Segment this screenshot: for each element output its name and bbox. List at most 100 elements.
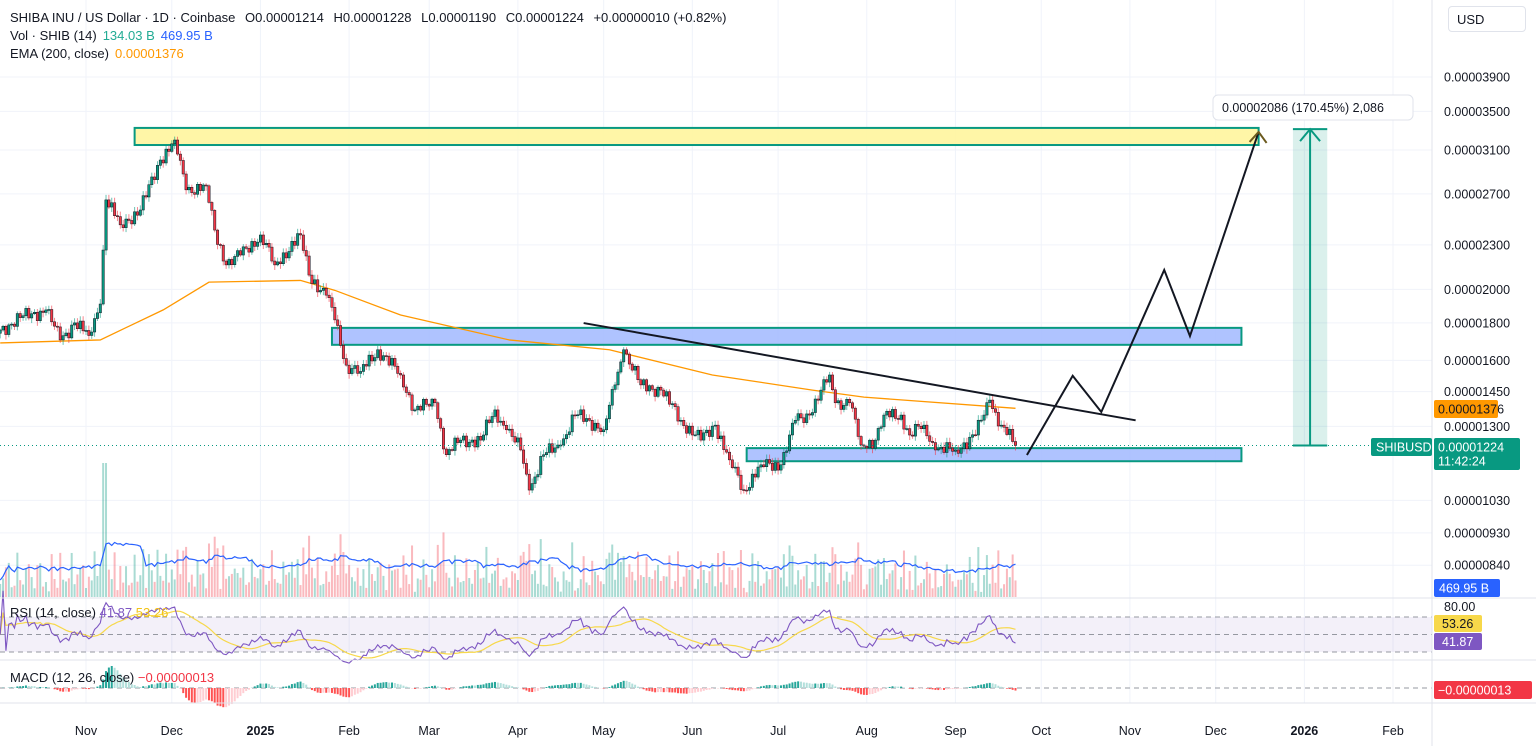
candle-body	[579, 409, 583, 415]
macd-histogram-bar	[665, 688, 668, 692]
macd-histogram-bar	[53, 688, 56, 690]
volume-bar	[325, 571, 328, 597]
macd-histogram-bar	[145, 686, 148, 688]
macd-histogram-bar	[943, 688, 945, 690]
volume-pane	[0, 463, 1017, 597]
candle-body	[244, 246, 248, 249]
macd-histogram-bar	[757, 687, 760, 688]
volume-bar	[44, 582, 47, 597]
volume-bar	[353, 581, 356, 597]
volume-bar	[193, 586, 196, 597]
rsi-legend[interactable]: RSI (14, close) 41.87 53.26	[10, 605, 168, 620]
volume-bar	[719, 582, 722, 597]
macd-histogram-bar	[10, 687, 13, 688]
macd-histogram-bar	[116, 670, 119, 688]
volume-bar	[571, 542, 574, 597]
macd-histogram-bar	[313, 688, 316, 692]
volume-bar	[945, 564, 948, 597]
macd-legend[interactable]: MACD (12, 26, close) −0.00000013	[10, 670, 214, 685]
volume-bar	[948, 573, 951, 597]
macd-histogram-bar	[997, 685, 1000, 688]
volume-bar	[42, 586, 45, 597]
volume-bar	[285, 574, 288, 597]
candle-body	[190, 186, 194, 193]
volume-bar	[159, 575, 162, 597]
macd-histogram-bar	[677, 688, 680, 694]
macd-histogram-bar	[199, 688, 202, 703]
candle-body	[522, 449, 526, 464]
macd-histogram-bar	[748, 688, 751, 691]
currency-button[interactable]: USD	[1448, 6, 1526, 32]
volume-bar	[330, 565, 333, 597]
macd-histogram-bar	[634, 684, 637, 688]
macd-histogram-bar	[662, 688, 665, 693]
candle-body	[267, 243, 271, 248]
volume-bar	[594, 571, 597, 597]
price-axis-label: 0.00000840	[1444, 559, 1510, 573]
candle-body	[516, 437, 520, 443]
candle-body	[127, 218, 131, 221]
volume-bar	[674, 581, 677, 597]
volume-bar	[262, 564, 265, 597]
macd-histogram-bar	[436, 686, 439, 688]
volume-bar	[1005, 568, 1008, 597]
macd-histogram-bar	[310, 688, 313, 691]
volume-bar	[10, 587, 13, 597]
candle-body	[871, 439, 874, 449]
volume-bar	[531, 574, 534, 597]
volume-ma-tag	[1434, 579, 1500, 597]
candle-body	[636, 366, 640, 381]
macd-histogram-bar	[485, 683, 488, 688]
drawings[interactable]: 0.00002086 (170.45%) 2,086	[583, 94, 1414, 456]
macd-histogram-bar	[187, 688, 190, 701]
macd-histogram-bar	[880, 688, 883, 691]
volume-bar	[708, 571, 711, 597]
volume-bar	[411, 545, 414, 597]
volume-bar	[648, 576, 651, 597]
volume-legend[interactable]: Vol · SHIB (14) 134.03 B 469.95 B	[10, 27, 219, 45]
candle-body	[0, 329, 2, 334]
candle-body	[484, 419, 488, 436]
volume-bar	[62, 579, 65, 597]
volume-bar	[842, 580, 845, 597]
symbol-title[interactable]: SHIBA INU / US Dollar · 1D · Coinbase	[10, 10, 236, 25]
candle-body	[464, 435, 468, 448]
candle-body	[447, 449, 451, 455]
volume-bar	[196, 560, 199, 597]
macd-histogram-bar	[150, 684, 153, 688]
candle-body	[768, 459, 771, 464]
candle-body	[819, 389, 823, 401]
volume-bar	[871, 567, 874, 597]
volume-bar	[187, 582, 190, 597]
candle-body	[136, 211, 139, 216]
candle-body	[530, 483, 534, 491]
volume-bar	[485, 546, 488, 597]
ema-legend[interactable]: EMA (200, close) 0.00001376	[10, 45, 190, 63]
volume-bar	[2, 578, 5, 597]
macd-histogram-bar	[925, 688, 928, 689]
macd-histogram-bar	[768, 684, 771, 688]
macd-histogram-bar	[170, 682, 173, 688]
macd-histogram-bar	[825, 683, 828, 688]
candle-body	[7, 324, 11, 335]
volume-bar	[559, 591, 562, 597]
candle-body	[776, 462, 780, 471]
candle-body	[18, 313, 22, 318]
macd-histogram-bar	[233, 688, 236, 702]
time-axis-label: May	[592, 724, 616, 738]
candle-body	[862, 444, 866, 447]
macd-histogram-bar	[834, 686, 837, 688]
macd-histogram-bar	[19, 686, 22, 688]
volume-bar	[834, 554, 837, 597]
macd-histogram-bar	[931, 688, 934, 690]
volume-bar	[642, 577, 645, 597]
macd-histogram-bar	[739, 688, 742, 692]
candle-body	[93, 318, 97, 333]
volume-bar	[79, 567, 82, 597]
candle-body	[825, 379, 829, 383]
macd-histogram-bar	[657, 688, 659, 693]
ohlc-low: L0.00001190	[421, 10, 497, 25]
drawing-zones[interactable]	[133, 126, 1260, 463]
macd-histogram-bar	[751, 688, 754, 690]
